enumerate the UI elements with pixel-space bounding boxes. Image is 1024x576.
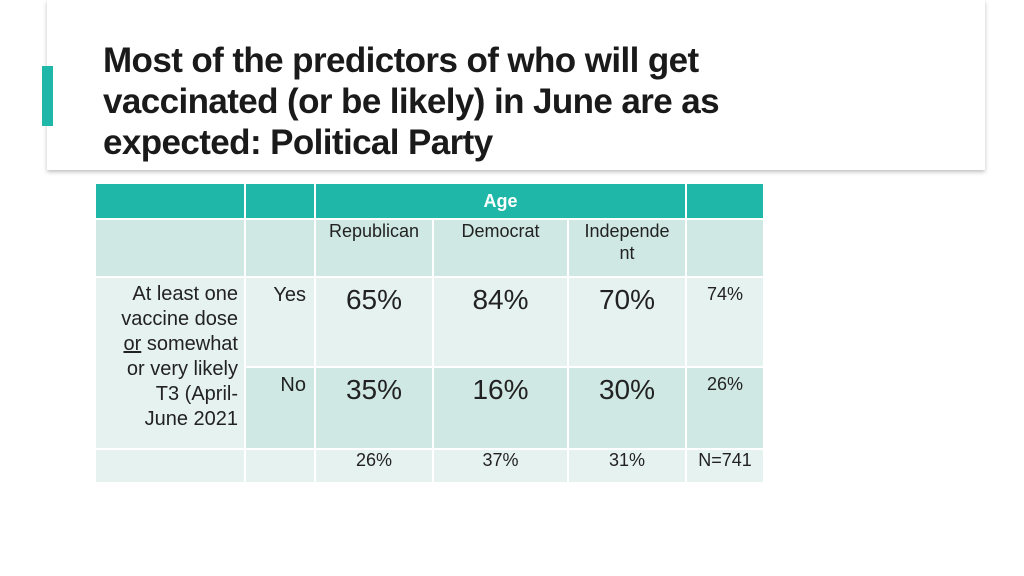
- yes-republican: 65%: [314, 276, 434, 368]
- header-row: Age: [94, 182, 765, 220]
- row-label-line: vaccine dose: [121, 308, 238, 330]
- footer-republican: 26%: [314, 448, 434, 484]
- results-table: Age Republican Democrat Independe nt At l…: [94, 182, 765, 484]
- slide-title: Most of the predictors of who will get v…: [103, 40, 863, 163]
- yes-democrat: 84%: [432, 276, 569, 368]
- row-label-underlined-or: or: [123, 333, 142, 355]
- row-label-line: or very likely: [126, 358, 238, 380]
- footer-democrat: 37%: [432, 448, 569, 484]
- header-empty-cell: [685, 182, 765, 220]
- yes-independent: 70%: [567, 276, 687, 368]
- row-label-line: June 2021: [144, 408, 238, 430]
- title-line-1: Most of the predictors of who will get: [103, 41, 699, 80]
- yes-total: 74%: [685, 276, 765, 368]
- no-independent: 30%: [567, 366, 687, 450]
- col-header-independent-line-1: Independe: [584, 221, 670, 241]
- title-line-2: vaccinated (or be likely) in June are as: [103, 82, 720, 121]
- empty-cell: [94, 218, 246, 278]
- title-line-3: expected: Political Party: [103, 123, 493, 162]
- header-empty-cell: [94, 182, 246, 220]
- header-empty-cell: [244, 182, 316, 220]
- row-label: At least one vaccine dose or somewhat or…: [94, 276, 246, 450]
- row-label-line: somewhat: [141, 333, 238, 355]
- footer-total: N=741: [685, 448, 765, 484]
- col-header-independent-line-2: nt: [619, 243, 635, 263]
- empty-cell: [94, 448, 246, 484]
- footer-row: 26% 37% 31% N=741: [94, 448, 765, 484]
- col-header-democrat: Democrat: [432, 218, 569, 278]
- footer-independent: 31%: [567, 448, 687, 484]
- column-header-row: Republican Democrat Independe nt: [94, 218, 765, 278]
- accent-bar: [42, 66, 53, 126]
- empty-cell: [244, 448, 316, 484]
- no-republican: 35%: [314, 366, 434, 450]
- row-label-line: At least one: [132, 283, 238, 305]
- col-header-republican: Republican: [314, 218, 434, 278]
- table-row-no: No 35% 16% 30% 26%: [95, 366, 765, 450]
- col-header-independent: Independe nt: [567, 218, 687, 278]
- empty-cell: [244, 218, 316, 278]
- table-row-yes: At least one vaccine dose or somewhat or…: [94, 276, 765, 450]
- title-card: [47, 0, 985, 170]
- row-label-line: T3 (April-: [155, 383, 238, 405]
- no-label: No: [244, 366, 316, 450]
- no-total: 26%: [685, 366, 765, 450]
- age-header: Age: [314, 182, 687, 220]
- empty-cell: [685, 218, 765, 278]
- no-democrat: 16%: [432, 366, 569, 450]
- yes-label: Yes: [244, 276, 316, 368]
